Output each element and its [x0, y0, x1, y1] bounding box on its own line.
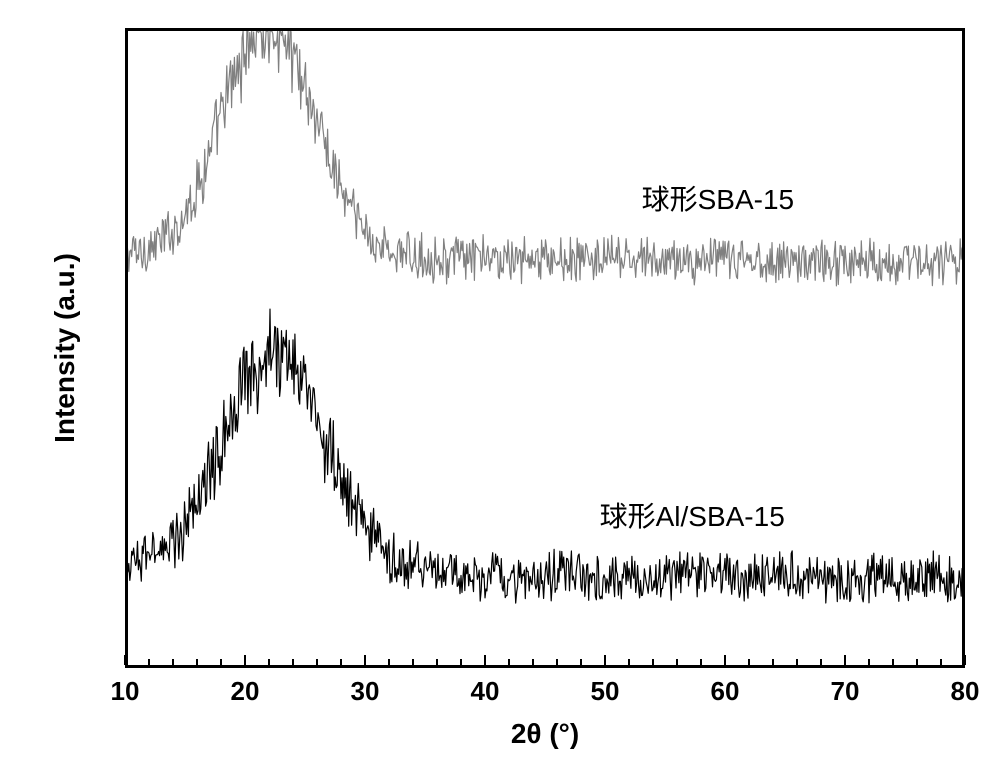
x-axis-label: 2θ (°)	[511, 718, 579, 750]
y-axis-label: Intensity (a.u.)	[49, 253, 81, 443]
series-sba15	[125, 31, 965, 286]
x-tick-label: 40	[471, 676, 500, 707]
x-tick-label: 60	[711, 676, 740, 707]
x-tick-label: 20	[231, 676, 260, 707]
series-label-sba15: 球形SBA-15	[642, 178, 795, 218]
x-tick-label: 10	[111, 676, 140, 707]
x-tick-label: 70	[831, 676, 860, 707]
x-tick-label: 50	[591, 676, 620, 707]
x-tick-label: 80	[951, 676, 980, 707]
figure: Intensity (a.u.) 2θ (°) 10 20 30 40 50 60 70 80…	[0, 0, 1000, 769]
series-al_sba15	[125, 309, 965, 603]
series-label-al_sba15: 球形Al/SBA-15	[600, 495, 785, 535]
x-tick-label: 30	[351, 676, 380, 707]
plot-svg	[0, 0, 1000, 769]
